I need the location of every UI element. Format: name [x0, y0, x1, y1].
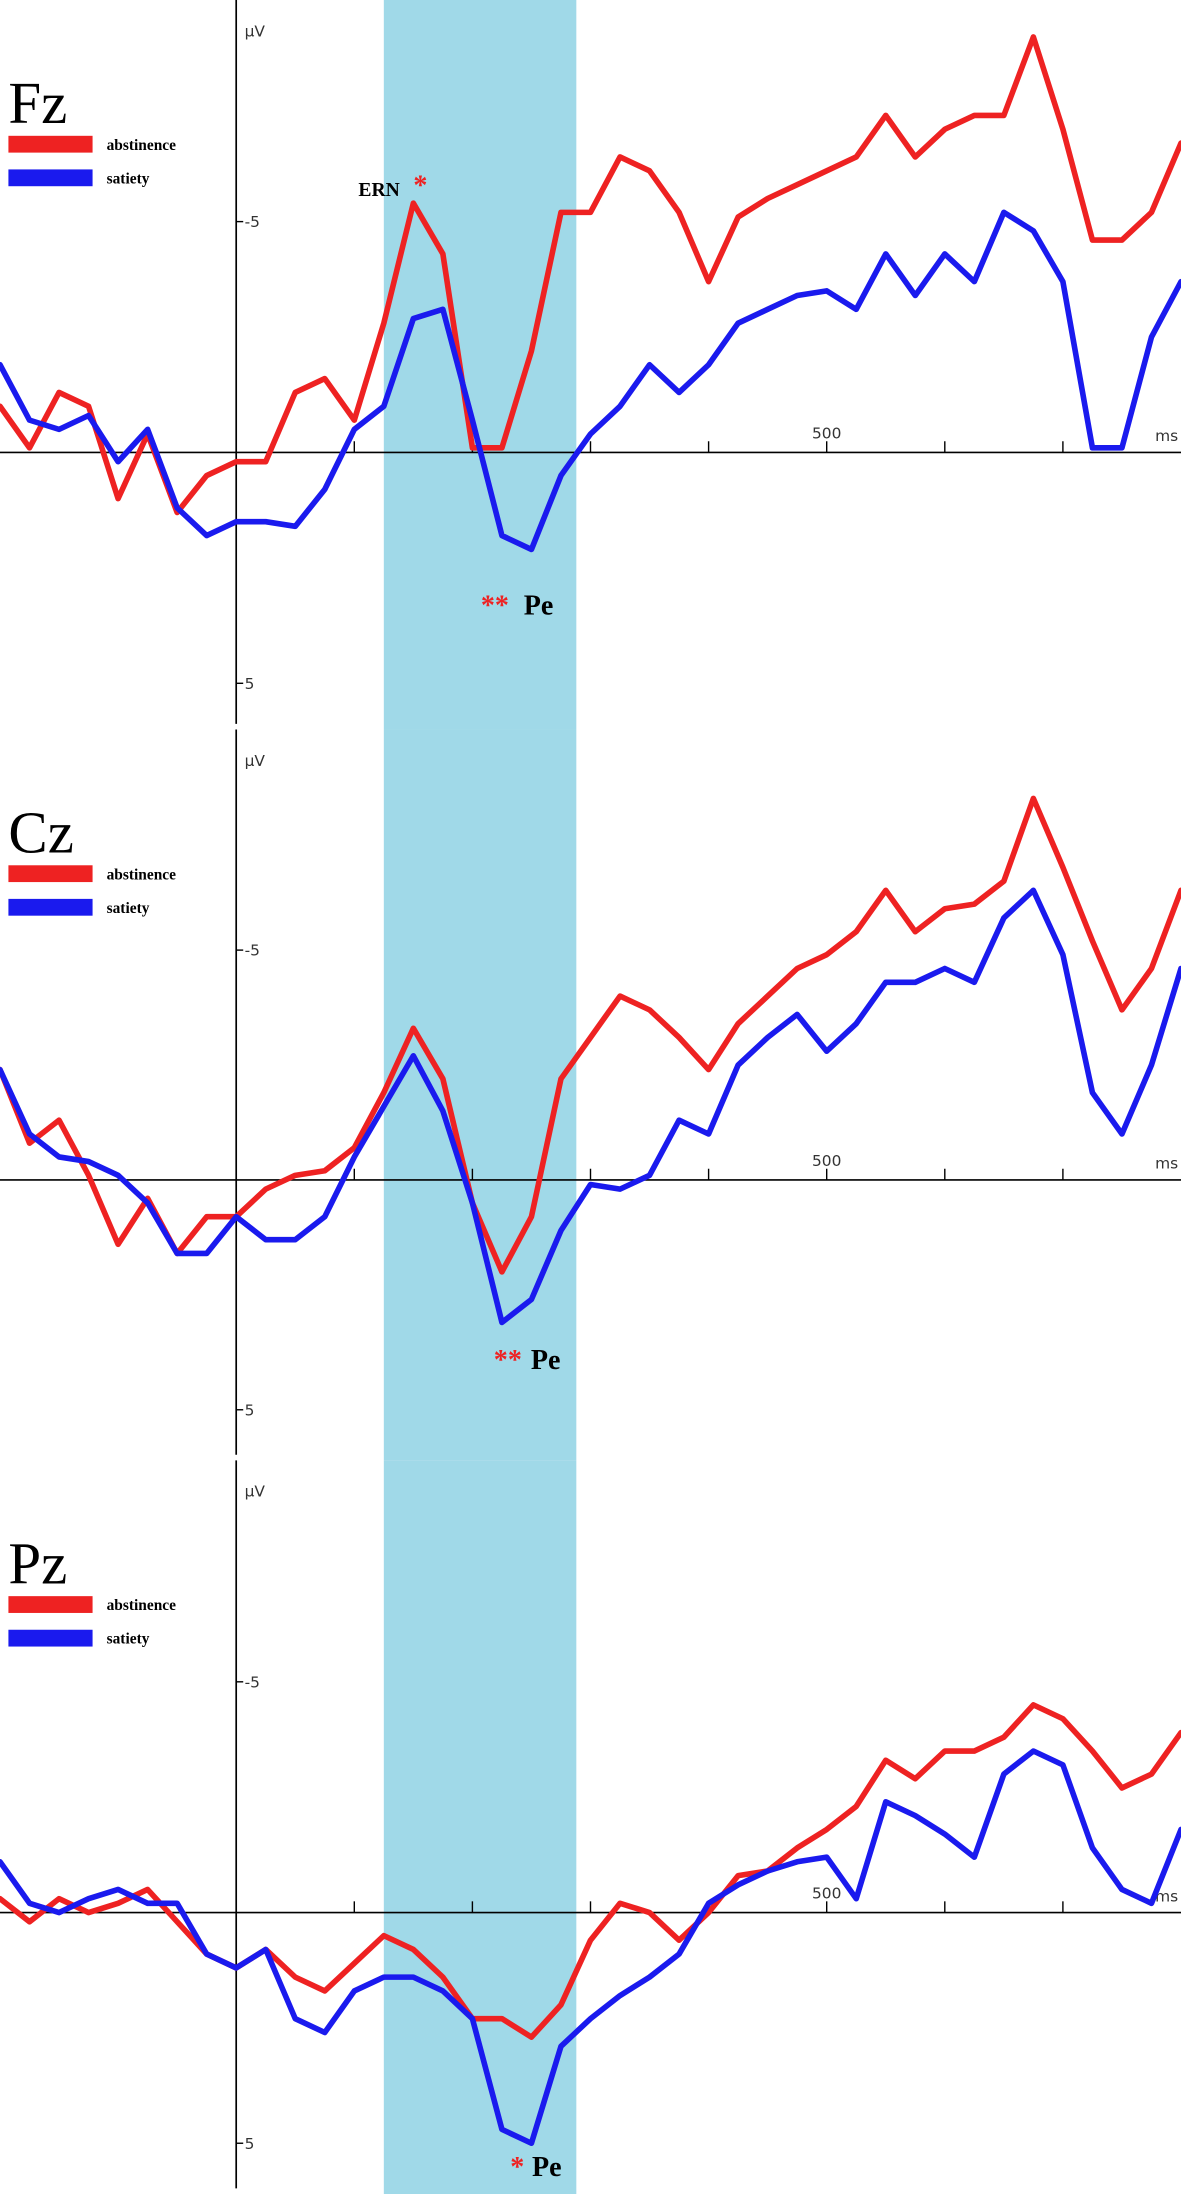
x-axis-label: ms — [1155, 1887, 1178, 1905]
y-tick-label: -5 — [245, 1673, 260, 1691]
series-line — [0, 34, 1181, 516]
panel-title: Cz — [8, 801, 73, 866]
highlight-band — [383, 1460, 577, 2194]
legend-label: abstinence — [107, 866, 177, 883]
annotation: * — [510, 2152, 524, 2183]
y-tick-label: 5 — [245, 675, 255, 693]
series-line — [0, 1702, 1181, 2040]
legend-label: satiety — [107, 1631, 150, 1648]
y-tick-label: 5 — [245, 2135, 255, 2153]
annotation: Pe — [524, 591, 554, 622]
panel-title: Pz — [8, 1532, 67, 1597]
legend-label: satiety — [107, 170, 150, 187]
y-tick-label: -5 — [245, 942, 260, 960]
y-tick-label: 5 — [245, 1401, 255, 1419]
legend-label: satiety — [107, 900, 150, 917]
y-axis-label: µV — [245, 752, 266, 770]
legend-label: abstinence — [107, 1597, 177, 1614]
annotation: Pe — [531, 1345, 561, 1376]
legend-swatch — [8, 1596, 93, 1613]
annotation: * — [413, 170, 427, 201]
series-line — [0, 795, 1181, 1275]
highlight-band — [383, 729, 577, 1461]
highlight-band — [383, 0, 577, 730]
x-axis-label: ms — [1155, 1155, 1178, 1173]
annotation: ** — [481, 591, 509, 622]
series-line — [0, 1748, 1181, 2147]
legend-swatch — [8, 135, 93, 153]
highlight-layer — [383, 0, 577, 2194]
legend-swatch — [8, 1629, 93, 1647]
legend-label: abstinence — [107, 137, 177, 154]
annotation: Pe — [532, 2152, 562, 2183]
x-tick-label: 500 — [812, 1152, 841, 1170]
x-tick-label: 500 — [812, 1885, 841, 1903]
panel-title: Fz — [8, 71, 67, 136]
legend-swatch — [8, 898, 93, 916]
annotation: ERN — [358, 180, 399, 201]
y-axis-label: µV — [245, 22, 266, 40]
x-axis-label: ms — [1155, 427, 1178, 445]
series-line — [0, 209, 1181, 553]
legend-swatch — [8, 169, 93, 187]
y-axis-label: µV — [245, 1483, 266, 1501]
legend-swatch — [8, 865, 93, 883]
series-line — [0, 887, 1181, 1326]
annotation: ** — [494, 1345, 522, 1376]
y-tick-label: -5 — [245, 213, 260, 231]
x-tick-label: 500 — [812, 424, 841, 442]
